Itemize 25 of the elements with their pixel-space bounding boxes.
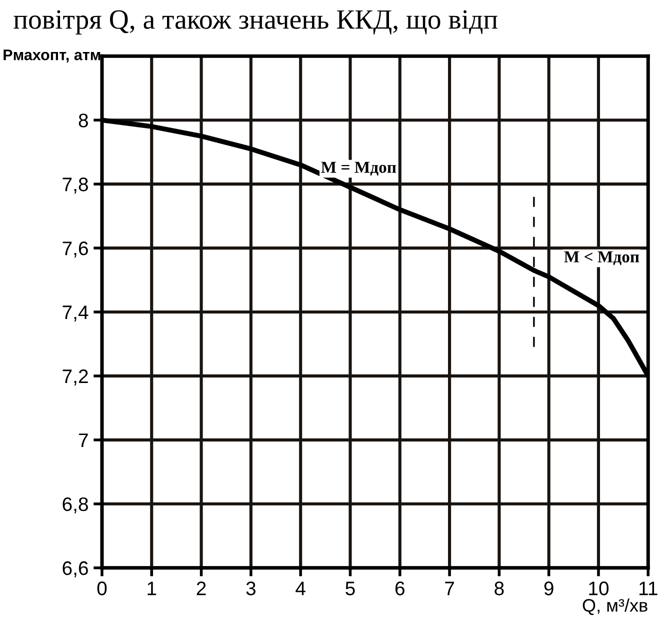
y-tick-label: 7,6 <box>62 242 88 258</box>
y-tick-label: 7,4 <box>62 306 88 322</box>
x-tick-label: 4 <box>296 582 306 596</box>
x-tick-label: 6 <box>395 582 404 596</box>
x-tick-label: 8 <box>494 582 504 596</box>
x-tick-label: 11 <box>640 582 658 596</box>
y-tick-label: 7,8 <box>62 178 88 194</box>
x-tick-label: 0 <box>97 582 107 596</box>
annotation: M = Mдоп <box>321 162 396 176</box>
y-tick-label: 7,2 <box>62 369 88 386</box>
x-axis-title: Q, м³/хв <box>582 598 648 616</box>
x-tick-label: 3 <box>246 582 256 596</box>
y-tick-label: 7 <box>78 434 88 447</box>
y-tick-label: 6,6 <box>62 561 88 578</box>
y-axis-title: Рмахопт, атм <box>4 50 100 62</box>
x-tick-label: 10 <box>589 582 609 596</box>
x-tick-label: 1 <box>148 582 156 596</box>
x-tick-label: 5 <box>346 582 355 596</box>
text: повітря Q, а також значень ККД, що відп <box>14 10 498 35</box>
y-tick-label: 8 <box>78 114 88 128</box>
annotation: M < Mдоп <box>564 251 640 266</box>
x-tick-label: 2 <box>196 582 206 596</box>
x-tick-label: 9 <box>544 582 554 596</box>
x-tick-label: 7 <box>445 582 454 596</box>
y-tick-label: 6,8 <box>62 497 88 514</box>
